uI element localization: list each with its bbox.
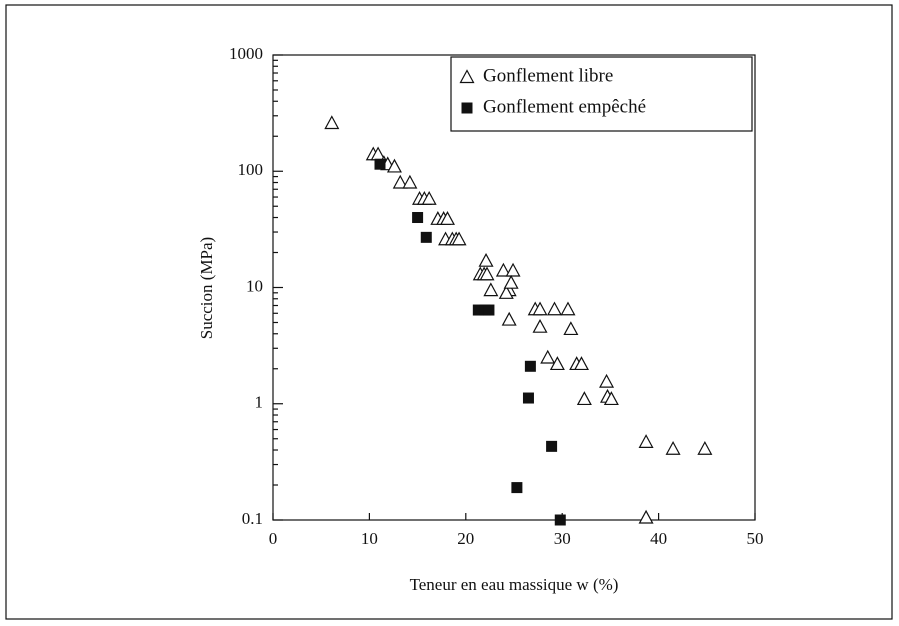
point <box>472 304 484 316</box>
point <box>505 262 521 277</box>
point <box>522 392 534 404</box>
x-tick-label: 0 <box>269 529 278 548</box>
point <box>478 252 494 267</box>
point <box>421 190 437 205</box>
point <box>573 356 589 371</box>
x-tick-label: 40 <box>650 529 667 548</box>
point <box>524 360 536 372</box>
point <box>546 440 558 452</box>
y-tick-label: 10 <box>246 276 263 295</box>
y-tick-label: 1000 <box>229 44 263 63</box>
point <box>697 441 713 455</box>
point <box>412 212 424 224</box>
x-tick-label: 10 <box>361 529 378 548</box>
point <box>603 391 619 406</box>
point <box>563 321 579 336</box>
point <box>501 311 517 326</box>
legend-label: Gonflement empêché <box>483 96 646 117</box>
point <box>540 349 556 364</box>
point <box>479 266 495 281</box>
y-tick-label: 1 <box>255 393 264 412</box>
point <box>638 509 654 524</box>
point <box>402 174 418 189</box>
point <box>392 174 408 189</box>
point <box>420 231 432 243</box>
point <box>638 434 654 448</box>
x-tick-label: 20 <box>457 529 474 548</box>
point <box>374 158 386 170</box>
point <box>483 282 499 297</box>
frame <box>5 4 893 620</box>
point <box>495 262 511 277</box>
point <box>483 304 495 316</box>
point <box>451 231 467 246</box>
point <box>386 158 402 173</box>
point <box>554 514 566 526</box>
point <box>549 356 565 371</box>
point <box>498 285 514 299</box>
point <box>576 391 592 406</box>
point <box>439 211 455 225</box>
point <box>665 441 681 455</box>
y-tick-label: 0.1 <box>242 509 263 528</box>
legend-marker <box>459 69 475 84</box>
point <box>511 482 523 494</box>
x-tick-label: 30 <box>554 529 571 548</box>
x-axis-label: Teneur en eau massique w (%) <box>410 575 619 594</box>
y-tick-label: 100 <box>238 160 264 179</box>
legend-marker <box>461 102 473 114</box>
point <box>324 115 340 130</box>
point <box>599 373 615 388</box>
y-axis-label: Succion (MPa) <box>197 237 216 339</box>
point <box>503 274 519 289</box>
x-tick-label: 50 <box>747 529 764 548</box>
point <box>560 301 576 316</box>
point <box>532 301 548 316</box>
point <box>532 318 548 333</box>
legend-label: Gonflement libre <box>483 65 613 86</box>
legend <box>450 56 753 132</box>
point <box>546 301 562 316</box>
